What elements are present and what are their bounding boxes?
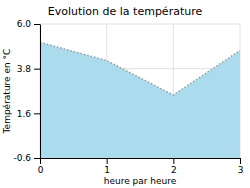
x-tick-mark — [173, 158, 174, 164]
y-tick: 6.0 — [17, 19, 40, 29]
grid-line — [40, 24, 240, 25]
grid — [40, 24, 240, 158]
x-tick-mark — [107, 158, 108, 164]
x-tick-mark — [240, 158, 241, 164]
x-tick-label: 0 — [38, 165, 44, 175]
y-tick-mark — [34, 113, 40, 114]
y-axis-title: Température en °C — [2, 49, 12, 135]
x-tick: 3 — [238, 158, 244, 175]
area — [40, 42, 240, 158]
y-tick-label: 3.8 — [17, 64, 32, 74]
x-axis: 0 1 2 3 — [38, 158, 244, 175]
y-tick: 1.6 — [17, 109, 40, 119]
x-tick: 0 — [38, 158, 44, 175]
x-tick-label: 3 — [238, 165, 244, 175]
plot: 0 1 2 3 -0.6 1.6 3.8 6.0 — [13, 19, 243, 175]
chart: 0 1 2 3 -0.6 1.6 3.8 6.0 Evolution de la tempéra… — [0, 0, 250, 188]
y-tick-mark — [34, 24, 40, 25]
marks — [40, 42, 240, 158]
x-tick-mark — [40, 158, 41, 164]
y-tick-mark — [34, 158, 40, 159]
x-tick: 1 — [104, 158, 110, 175]
title: Evolution de la température — [48, 5, 203, 18]
grid-line — [40, 24, 41, 158]
y-tick-label: 1.6 — [17, 109, 32, 119]
y-tick-label: -0.6 — [13, 153, 31, 163]
y-axis-line — [40, 25, 41, 159]
line — [40, 42, 240, 95]
y-tick: -0.6 — [13, 153, 40, 163]
x-tick-label: 1 — [104, 165, 110, 175]
y-axis: -0.6 1.6 3.8 6.0 — [13, 19, 40, 163]
x-axis-title: heure par heure — [104, 176, 177, 186]
y-tick-label: 6.0 — [17, 19, 32, 29]
x-tick: 2 — [171, 158, 177, 175]
y-tick-mark — [34, 69, 40, 70]
y-tick: 3.8 — [17, 64, 40, 74]
x-tick-label: 2 — [171, 165, 177, 175]
x-axis-line — [41, 158, 241, 159]
